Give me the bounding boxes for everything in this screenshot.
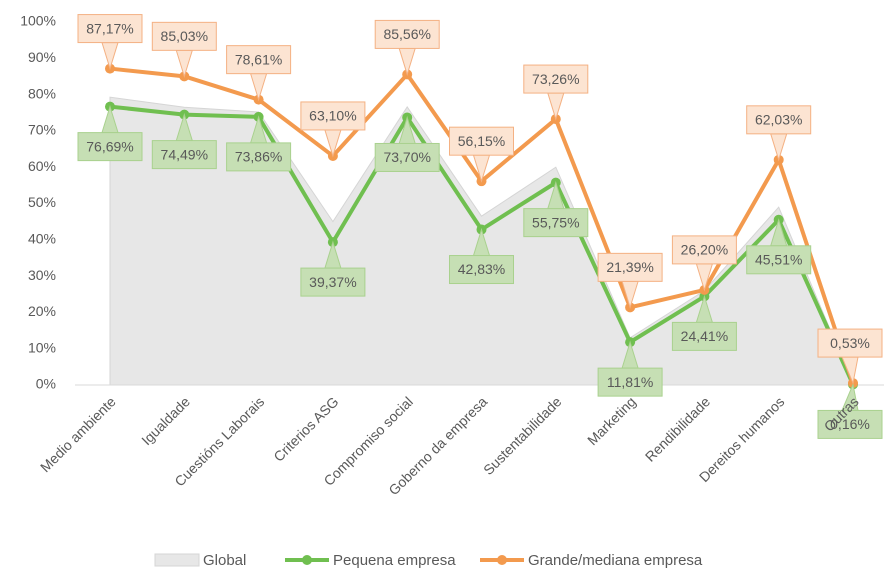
value-label-text: 63,10%	[309, 108, 356, 124]
y-tick-label: 60%	[28, 158, 56, 174]
value-label-text: 78,61%	[235, 51, 282, 67]
callout-pointer	[101, 42, 119, 71]
callout-box	[226, 45, 292, 75]
callout-box	[151, 21, 217, 51]
callout-box	[597, 252, 663, 282]
value-label-text: 0,16%	[830, 416, 870, 432]
callout-box	[817, 328, 883, 358]
callout-box	[226, 142, 292, 172]
legend-marker	[497, 555, 507, 565]
callout-box	[300, 267, 366, 297]
value-label-text: 62,03%	[755, 112, 802, 128]
value-label-text: 11,81%	[607, 374, 653, 390]
callout-box	[151, 140, 217, 170]
callout-box	[671, 321, 737, 351]
callout-pointer	[770, 133, 788, 162]
callout-pointer	[175, 49, 193, 79]
value-label: 56,15%	[449, 126, 514, 183]
y-tick-label: 70%	[28, 122, 56, 138]
y-tick-label: 10%	[28, 339, 56, 355]
callout-box	[449, 255, 514, 285]
value-label-text: 56,15%	[458, 133, 505, 149]
callout-box	[300, 101, 366, 131]
value-label: 63,10%	[300, 101, 366, 158]
callout-box	[523, 208, 589, 238]
x-tick-label: Marketing	[584, 393, 639, 448]
value-label: 73,26%	[523, 64, 589, 121]
value-label: 78,61%	[226, 45, 292, 102]
legend-label: Global	[203, 552, 246, 569]
y-tick-label: 30%	[28, 267, 56, 283]
y-tick-label: 100%	[20, 13, 56, 29]
y-tick-label: 0%	[36, 376, 56, 392]
value-label: 87,17%	[77, 14, 143, 71]
y-tick-label: 40%	[28, 231, 56, 247]
callout-box	[671, 235, 737, 265]
value-label: 62,03%	[746, 105, 812, 162]
legend-swatch	[154, 553, 200, 567]
value-label: 24,41%	[671, 294, 737, 351]
value-label-text: 87,17%	[86, 20, 133, 36]
value-label-text: 73,86%	[235, 149, 282, 165]
value-label-text: 74,49%	[161, 146, 208, 162]
callout-box	[746, 105, 812, 135]
value-label-text: 85,03%	[161, 28, 208, 44]
callout-box	[746, 245, 812, 275]
value-label-text: 39,37%	[309, 274, 356, 290]
callout-box	[449, 126, 514, 156]
value-label-text: 55,75%	[532, 214, 579, 230]
x-tick-label: Criterios ASG	[270, 393, 341, 464]
x-tick-label: Igualdade	[138, 393, 193, 448]
y-tick-label: 20%	[28, 303, 56, 319]
value-label: 55,75%	[523, 180, 589, 238]
value-label: 26,20%	[671, 235, 737, 292]
y-tick-label: 80%	[28, 85, 56, 101]
value-label-text: 73,70%	[383, 149, 430, 165]
callout-box	[374, 19, 440, 49]
value-label: 11,81%	[597, 340, 663, 397]
x-tick-label: Rendibilidade	[642, 393, 713, 464]
value-label: 0,16%	[817, 382, 883, 439]
value-label: 45,51%	[746, 218, 812, 275]
value-label-text: 24,41%	[681, 328, 728, 344]
value-label: 85,56%	[374, 19, 440, 77]
value-label: 0,53%	[817, 328, 883, 385]
callout-box	[374, 142, 440, 172]
value-label: 21,39%	[597, 252, 663, 310]
value-label: 76,69%	[77, 104, 143, 162]
value-label: 74,49%	[151, 112, 217, 170]
value-label-text: 0,53%	[830, 335, 870, 351]
value-label-text: 73,26%	[532, 71, 579, 87]
callout-pointer	[398, 47, 416, 77]
legend-label: Pequena empresa	[333, 552, 456, 569]
callout-box	[817, 409, 883, 439]
callout-box	[77, 14, 143, 44]
value-label: 73,70%	[374, 115, 440, 172]
x-tick-label: Sustentabilidade	[480, 393, 565, 478]
value-label: 85,03%	[151, 21, 217, 79]
value-label: 73,86%	[226, 115, 292, 172]
value-label-text: 85,56%	[383, 26, 430, 42]
callout-box	[77, 132, 143, 162]
callout-box	[597, 367, 663, 397]
value-label-text: 21,39%	[606, 259, 653, 275]
value-label-text: 26,20%	[681, 242, 728, 258]
value-label-text: 42,83%	[458, 261, 505, 277]
value-label: 39,37%	[300, 240, 366, 297]
y-tick-label: 50%	[28, 194, 56, 210]
callout-box	[523, 64, 589, 94]
value-label-text: 45,51%	[755, 252, 802, 268]
legend-label: Grande/mediana empresa	[528, 552, 703, 569]
callout-pointer	[547, 92, 565, 121]
value-label-text: 76,69%	[86, 138, 133, 154]
x-tick-label: Medio ambiente	[37, 393, 119, 475]
legend-marker	[302, 555, 312, 565]
value-label: 42,83%	[449, 227, 514, 285]
callout-pointer	[249, 73, 268, 102]
y-tick-label: 90%	[28, 49, 56, 65]
